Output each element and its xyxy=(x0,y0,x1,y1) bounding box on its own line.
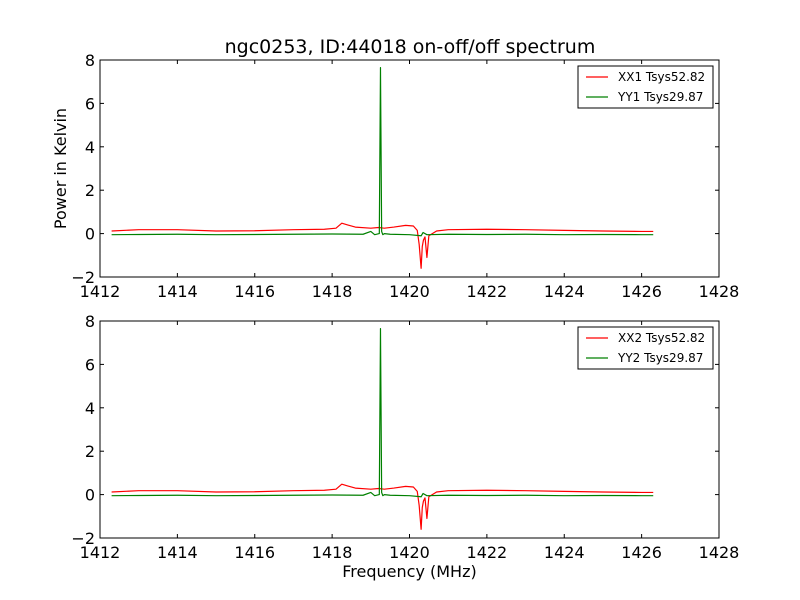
legend: XX2 Tsys52.82 YY2 Tsys29.87 xyxy=(577,326,714,370)
y-tick-label: 8 xyxy=(85,312,95,331)
series-line-yy1 xyxy=(111,66,654,237)
x-tick-label: 1416 xyxy=(234,543,275,562)
x-tick-label: 1416 xyxy=(234,282,275,301)
y-tick-label: 4 xyxy=(85,138,95,157)
x-tick-label: 1424 xyxy=(544,543,585,562)
y-tick-label: 2 xyxy=(85,442,95,461)
x-tick-label: 1420 xyxy=(389,543,430,562)
x-tick-label: 1428 xyxy=(699,282,740,301)
legend: XX1 Tsys52.82 YY1 Tsys29.87 xyxy=(577,65,714,109)
x-tick-label: 1412 xyxy=(80,282,121,301)
x-axis-label: Frequency (MHz) xyxy=(342,562,476,581)
y-tick-label: 4 xyxy=(85,399,95,418)
x-tick-label: 1418 xyxy=(312,543,353,562)
legend-box xyxy=(577,326,714,370)
legend-entry: YY2 Tsys29.87 xyxy=(617,351,703,365)
legend-entry: YY1 Tsys29.87 xyxy=(617,90,703,104)
x-tick-label: 1424 xyxy=(544,282,585,301)
subplot-1: 1412 1414 1416 1418 1420 1422 1424 1426 1428 −2 0 2… xyxy=(51,51,739,301)
series-line-xx1 xyxy=(111,222,654,269)
x-tick-label: 1414 xyxy=(157,282,198,301)
x-tick-label: 1412 xyxy=(80,543,121,562)
y-tick-label: 6 xyxy=(85,355,95,374)
figure-title: ngc0253, ID:44018 on-off/off spectrum xyxy=(225,36,596,58)
y-tick-label: −2 xyxy=(71,268,95,287)
x-tick-label: 1426 xyxy=(621,543,662,562)
legend-box xyxy=(577,65,714,109)
series-line-xx2 xyxy=(111,483,654,530)
x-tick-label: 1422 xyxy=(467,543,508,562)
y-tick-label: 0 xyxy=(85,486,95,505)
legend-entry: XX2 Tsys52.82 xyxy=(618,331,705,345)
x-tick-label: 1418 xyxy=(312,282,353,301)
y-axis-label: Power in Kelvin xyxy=(51,108,70,229)
y-tick-label: 8 xyxy=(85,51,95,70)
x-tick-label: 1428 xyxy=(699,543,740,562)
y-tick-label: −2 xyxy=(71,529,95,548)
x-tick-label: 1414 xyxy=(157,543,198,562)
series-line-yy2 xyxy=(111,327,654,498)
x-tick-label: 1422 xyxy=(467,282,508,301)
y-tick-label: 6 xyxy=(85,94,95,113)
legend-entry: XX1 Tsys52.82 xyxy=(618,70,705,84)
subplot-2: 1412 1414 1416 1418 1420 1422 1424 1426 1428 −2 0 2… xyxy=(71,312,739,581)
y-tick-label: 2 xyxy=(85,181,95,200)
x-tick-label: 1426 xyxy=(621,282,662,301)
x-tick-label: 1420 xyxy=(389,282,430,301)
subplots: 1412 1414 1416 1418 1420 1422 1424 1426 1428 −2 0 2… xyxy=(51,51,739,581)
y-tick-label: 0 xyxy=(85,225,95,244)
